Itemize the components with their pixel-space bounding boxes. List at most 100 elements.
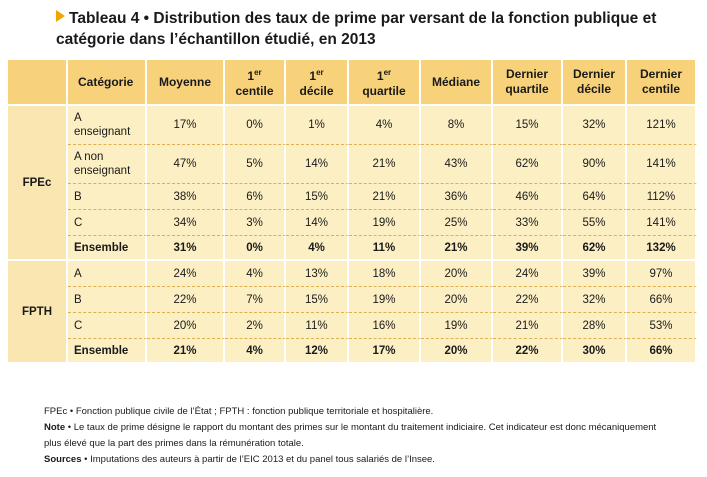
header-categorie: Catégorie [68, 60, 147, 106]
title-bullet: • [143, 10, 150, 27]
table-cell: 62% [563, 236, 627, 261]
table-cell: 22% [493, 339, 563, 364]
table-cell: 17% [349, 339, 421, 364]
table-cell: 32% [563, 287, 627, 313]
table-cell: 90% [563, 145, 627, 184]
arrow-right-icon [56, 10, 65, 22]
table-cell: 7% [225, 287, 286, 313]
table-row: C 20% 2% 11% 16% 19% 21% 28% 53% [8, 313, 697, 339]
table-cell: 4% [225, 339, 286, 364]
table-cell: 55% [563, 210, 627, 236]
table-cell: 25% [421, 210, 493, 236]
table-cell: 21% [349, 145, 421, 184]
table-cell: 6% [225, 184, 286, 210]
table-cell: 8% [421, 106, 493, 145]
row-label: Ensemble [68, 339, 147, 364]
table-cell: 32% [563, 106, 627, 145]
table-cell: 53% [627, 313, 697, 339]
table-row: C 34% 3% 14% 19% 25% 33% 55% 141% [8, 210, 697, 236]
table-cell: 12% [286, 339, 349, 364]
table-cell: 39% [493, 236, 563, 261]
table-cell: 64% [563, 184, 627, 210]
table-cell: 16% [349, 313, 421, 339]
table-cell: 22% [147, 287, 225, 313]
table-row: FPTH A 24% 4% 13% 18% 20% 24% 39% 97% [8, 261, 697, 364]
table-cell: 20% [421, 287, 493, 313]
table-cell: 38% [147, 184, 225, 210]
table-cell: 66% [627, 287, 697, 313]
table-cell: 62% [493, 145, 563, 184]
title-text: Distribution des taux de prime par versa… [56, 10, 657, 48]
table-cell: 11% [286, 313, 349, 339]
table-cell: 33% [493, 210, 563, 236]
title-prefix: Tableau 4 [69, 10, 140, 27]
table-cell: 20% [421, 339, 493, 364]
table-row: A non enseignant 47% 5% 14% 21% 43% 62% 90% 141% [8, 145, 697, 184]
table-cell: 15% [286, 184, 349, 210]
header-dernier-decile: Dernier décile [563, 60, 627, 106]
table-cell: 112% [627, 184, 697, 210]
table-cell: 17% [147, 106, 225, 145]
table-cell: 21% [349, 184, 421, 210]
table-cell: 11% [349, 236, 421, 261]
table-cell: 21% [147, 339, 225, 364]
header-moyenne: Moyenne [147, 60, 225, 106]
table-cell: 13% [286, 261, 349, 287]
table-cell: 0% [225, 106, 286, 145]
table-cell: 47% [147, 145, 225, 184]
header-premier-centile: 1er centile [225, 60, 286, 106]
table-cell: 28% [563, 313, 627, 339]
header-premier-decile: 1er décile [286, 60, 349, 106]
table-cell: 4% [225, 261, 286, 287]
table-cell: 2% [225, 313, 286, 339]
group-label: FPTH [8, 261, 68, 364]
table-cell: 24% [147, 261, 225, 287]
table-cell: 20% [147, 313, 225, 339]
table-cell: 0% [225, 236, 286, 261]
table-cell: 15% [493, 106, 563, 145]
sources-note: Sources • Imputations des auteurs à part… [44, 454, 435, 465]
table-cell: 141% [627, 210, 697, 236]
row-label: B [68, 184, 147, 210]
table-cell: 5% [225, 145, 286, 184]
table-cell: 66% [627, 339, 697, 364]
header-empty [8, 60, 68, 106]
table-cell: 39% [563, 261, 627, 287]
row-label: B [68, 287, 147, 313]
header-premier-quartile: 1er quartile [349, 60, 421, 106]
table-cell: 1% [286, 106, 349, 145]
table-cell: 43% [421, 145, 493, 184]
row-label: C [68, 313, 147, 339]
table-cell: 22% [493, 287, 563, 313]
table-cell: 19% [421, 313, 493, 339]
group-label: FPEc [8, 106, 68, 261]
table-cell: 36% [421, 184, 493, 210]
table-cell: 15% [286, 287, 349, 313]
header-dernier-quartile: Dernier quartile [493, 60, 563, 106]
table-cell: 97% [627, 261, 697, 287]
table-cell: 14% [286, 210, 349, 236]
table-cell: 4% [286, 236, 349, 261]
definition-note: Note • Le taux de prime désigne le rappo… [44, 422, 657, 449]
table-cell: 34% [147, 210, 225, 236]
table-notes: FPEc • Fonction publique civile de l’Éta… [44, 404, 674, 468]
table-cell: 20% [421, 261, 493, 287]
table-cell: 21% [421, 236, 493, 261]
table-row: Ensemble 31% 0% 4% 11% 21% 39% 62% 132% [8, 236, 697, 261]
table-cell: 141% [627, 145, 697, 184]
table-cell: 21% [493, 313, 563, 339]
table-cell: 18% [349, 261, 421, 287]
table-title: Tableau 4 • Distribution des taux de pri… [56, 8, 696, 50]
row-label: C [68, 210, 147, 236]
table-cell: 121% [627, 106, 697, 145]
table-cell: 19% [349, 287, 421, 313]
table-cell: 24% [493, 261, 563, 287]
row-label: A non enseignant [68, 145, 147, 184]
table-row: B 22% 7% 15% 19% 20% 22% 32% 66% [8, 287, 697, 313]
header-row: Catégorie Moyenne 1er centile 1er décile 1… [8, 60, 697, 106]
header-dernier-centile: Dernier centile [627, 60, 697, 106]
table-cell: 19% [349, 210, 421, 236]
header-mediane: Médiane [421, 60, 493, 106]
